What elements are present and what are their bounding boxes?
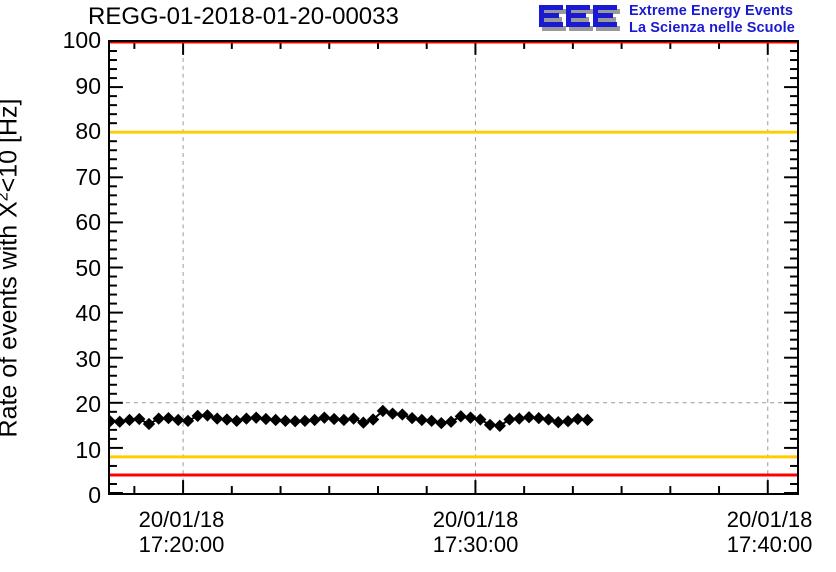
data-point-marker — [386, 407, 399, 420]
data-point-marker — [308, 413, 321, 427]
data-point-marker — [532, 411, 545, 425]
data-point-marker — [288, 415, 302, 428]
x-tick-label-date: 20/01/18 — [138, 507, 225, 532]
y-tick-label: 60 — [75, 209, 101, 235]
data-point-marker — [181, 414, 195, 427]
data-point-marker — [172, 413, 185, 427]
plot-area — [110, 42, 797, 493]
data-point-marker — [123, 413, 136, 427]
data-point-marker — [113, 415, 126, 428]
data-point-marker — [522, 411, 536, 424]
y-tick-label: 100 — [62, 27, 101, 53]
eee-logo-mark — [539, 5, 620, 31]
x-tick-label: 20/01/18 17:30:00 — [396, 507, 556, 557]
data-point-marker — [279, 414, 292, 427]
data-point-marker — [347, 412, 360, 425]
data-point-marker — [220, 413, 234, 426]
data-point-marker — [269, 413, 282, 427]
y-tick-label: 80 — [75, 118, 101, 144]
data-point-marker — [474, 413, 487, 426]
data-point-marker — [493, 419, 506, 432]
data-point-marker — [415, 413, 428, 427]
data-point-marker — [357, 416, 370, 429]
data-point-marker — [581, 413, 594, 427]
y-tick-label: 50 — [75, 254, 101, 281]
y-tick-label: 40 — [75, 300, 101, 326]
plot-frame — [108, 40, 799, 495]
data-point-marker — [162, 411, 175, 425]
data-point-marker — [552, 416, 565, 429]
data-point-marker — [142, 417, 156, 431]
data-point-marker — [318, 411, 331, 424]
data-point-marker — [464, 411, 477, 424]
data-point-marker — [571, 412, 584, 426]
data-point-marker — [542, 413, 555, 426]
data-point-marker — [561, 415, 575, 428]
data-point-marker — [503, 413, 516, 426]
y-tick-label: 0 — [88, 482, 101, 508]
y-tick-label: 30 — [75, 345, 101, 372]
data-point-marker — [513, 412, 526, 425]
x-tick-label-time: 17:40:00 — [726, 532, 813, 557]
data-point-marker — [376, 404, 390, 418]
eee-logo-text: Extreme Energy Events La Scienza nelle S… — [629, 3, 795, 36]
data-point-marker — [240, 412, 253, 425]
data-point-marker — [483, 418, 497, 432]
y-tick-label: 90 — [75, 72, 101, 99]
data-point-marker — [211, 412, 224, 425]
x-tick-label-time: 17:20:00 — [138, 532, 225, 557]
data-point-marker — [435, 416, 448, 430]
data-point-marker — [230, 414, 243, 427]
y-tick-label: 10 — [75, 436, 101, 463]
data-point-marker — [337, 413, 351, 427]
eee-logo-line2: La Scienza nelle Scuole — [629, 19, 795, 36]
eee-logo-line1: Extreme Energy Events — [629, 3, 794, 19]
y-tick-labels: 0 10 20 30 40 50 60 70 80 90 100 — [0, 0, 101, 572]
y-tick-label: 20 — [75, 391, 101, 417]
x-tick-label: 20/01/18 17:20:00 — [102, 507, 262, 557]
page-title: REGG-01-2018-01-20-00033 — [88, 3, 399, 30]
data-point-marker — [366, 413, 380, 426]
data-point-marker — [191, 409, 204, 423]
eee-logo: Extreme Energy Events La Scienza nelle S… — [537, 2, 835, 38]
data-point-marker — [327, 412, 341, 426]
data-point-marker — [201, 409, 214, 422]
data-point-marker — [396, 408, 409, 421]
data-point-marker — [454, 410, 467, 423]
data-point-marker — [298, 414, 312, 427]
data-point-marker — [152, 412, 165, 425]
data-point-marker — [110, 415, 117, 428]
data-point-marker — [425, 414, 438, 427]
x-tick-label-date: 20/01/18 — [432, 507, 519, 532]
data-point-marker — [259, 412, 273, 426]
x-tick-label-time: 17:30:00 — [432, 532, 519, 557]
data-point-marker — [250, 411, 263, 424]
x-tick-label: 20/01/18 17:40:00 — [690, 507, 836, 557]
x-tick-label-date: 20/01/18 — [726, 507, 813, 532]
y-tick-label: 70 — [75, 163, 101, 190]
data-point-marker — [444, 415, 458, 428]
